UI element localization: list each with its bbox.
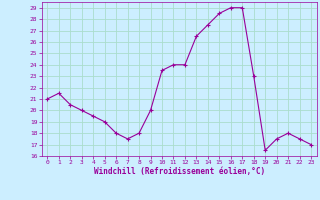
- X-axis label: Windchill (Refroidissement éolien,°C): Windchill (Refroidissement éolien,°C): [94, 167, 265, 176]
